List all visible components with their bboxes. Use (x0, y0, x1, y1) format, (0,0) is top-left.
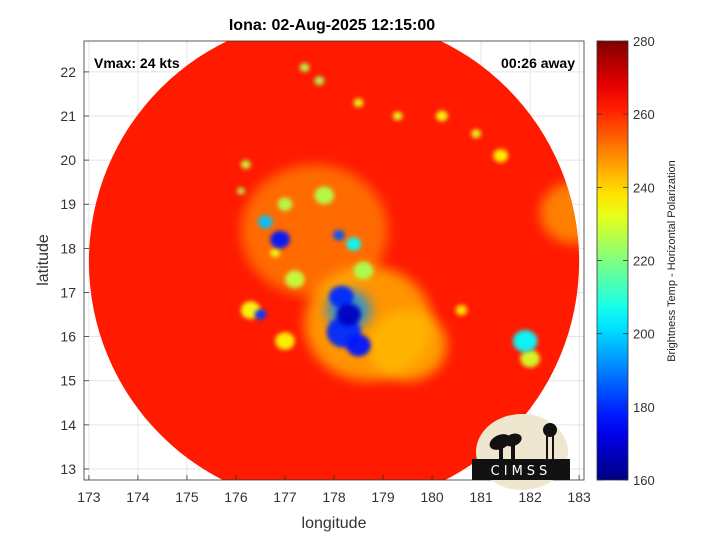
y-tick-label-21: 21 (60, 108, 76, 124)
feature-4 (455, 304, 468, 316)
feature-1 (539, 182, 580, 244)
feature-20 (353, 261, 374, 280)
colorbar-tick-label-260: 260 (633, 107, 655, 122)
x-axis-ticks: 173 174 175 176 177 178 179 180 181 182 183 (77, 475, 591, 505)
feature-5 (493, 149, 509, 163)
feature-14 (284, 270, 305, 289)
logo-water-tower-icon (543, 423, 557, 460)
colorbar-tick-label-160: 160 (633, 473, 655, 488)
feature-23 (512, 329, 538, 353)
feature-6 (275, 332, 295, 350)
feature-18 (277, 197, 293, 211)
x-tick-label-179: 179 (371, 489, 395, 505)
x-tick-label-177: 177 (273, 489, 297, 505)
y-tick-label-16: 16 (60, 329, 76, 345)
y-axis-label: latitude (35, 234, 52, 286)
colorbar-tick-label-180: 180 (633, 400, 655, 415)
feature-16 (314, 186, 334, 205)
feature-30 (346, 334, 371, 357)
logo-base-band (472, 459, 570, 480)
x-tick-label-182: 182 (518, 489, 542, 505)
y-tick-label-15: 15 (60, 373, 76, 389)
y-tick-label-13: 13 (60, 461, 76, 477)
x-tick-label-181: 181 (469, 489, 493, 505)
chart-title: Iona: 02-Aug-2025 12:15:00 (229, 17, 435, 34)
feature-10 (353, 98, 364, 108)
feature-12 (471, 129, 482, 139)
colorbar-label: Brightness Temp - Horizontal Polarizatio… (666, 160, 678, 362)
time-away-annotation: 00:26 away (501, 55, 575, 71)
y-axis-ticks: 13 14 15 16 17 18 19 20 21 22 (60, 64, 89, 477)
feature-11 (392, 111, 403, 121)
x-axis-label: longitude (302, 515, 367, 532)
feature-3 (368, 310, 447, 381)
feature-13 (520, 349, 540, 368)
logo-dish-icon (489, 433, 522, 459)
brightness-features (236, 63, 580, 381)
y-tick-label-20: 20 (60, 152, 76, 168)
vmax-annotation: Vmax: 24 kts (94, 55, 180, 71)
feature-17 (236, 187, 245, 195)
y-tick-label-22: 22 (60, 64, 76, 80)
x-tick-label-176: 176 (224, 489, 248, 505)
x-tick-label-175: 175 (175, 489, 199, 505)
x-tick-label-178: 178 (322, 489, 346, 505)
colorbar-tick-label-240: 240 (633, 180, 655, 195)
feature-7 (435, 110, 448, 122)
feature-22 (346, 237, 361, 251)
feature-21 (314, 76, 325, 86)
colorbar (596, 40, 629, 481)
colorbar-tick-label-280: 280 (633, 34, 655, 49)
feature-24 (258, 215, 273, 229)
y-tick-label-19: 19 (60, 196, 76, 212)
x-tick-label-174: 174 (126, 489, 150, 505)
feature-9 (270, 248, 281, 258)
feature-32 (336, 303, 361, 326)
feature-29 (329, 285, 354, 308)
x-tick-label-180: 180 (420, 489, 444, 505)
y-tick-label-17: 17 (60, 284, 76, 300)
y-tick-label-14: 14 (60, 417, 76, 433)
colorbar-ticks: 160 180 200 220 240 260 280 (597, 34, 655, 488)
colorbar-tick-label-220: 220 (633, 254, 655, 269)
y-tick-label-18: 18 (60, 240, 76, 256)
feature-26 (333, 229, 345, 241)
feature-27 (254, 309, 267, 320)
feature-31 (270, 230, 290, 249)
colorbar-tick-label-200: 200 (633, 327, 655, 342)
x-tick-label-173: 173 (77, 489, 101, 505)
x-tick-label-183: 183 (567, 489, 591, 505)
feature-19 (299, 63, 310, 72)
logo-text: CIMSS (491, 464, 552, 479)
cimss-logo: CIMSS (472, 414, 570, 490)
feature-15 (240, 160, 251, 169)
feature-0 (240, 164, 388, 297)
